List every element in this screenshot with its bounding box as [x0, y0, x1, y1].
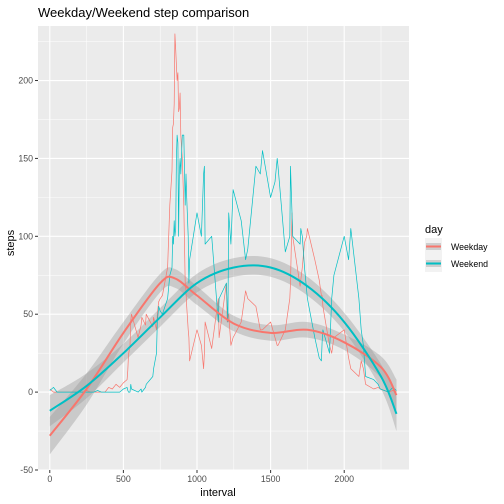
x-axis-title: interval	[200, 487, 235, 499]
series-line-weekday	[49, 33, 397, 393]
x-tick-label: 1000	[187, 474, 207, 484]
y-axis-title: steps	[5, 229, 17, 256]
x-axis: 0 500 1000 1500 2000	[47, 470, 354, 484]
smooth-line-weekend	[49, 264, 398, 415]
y-tick-label: 100	[18, 231, 33, 241]
smooth-line-weekday	[49, 275, 398, 437]
legend-label-weekday: Weekday	[451, 242, 488, 252]
x-tick-label: 2000	[334, 474, 354, 484]
y-tick-label: 50	[23, 309, 33, 319]
x-tick-label: 500	[116, 474, 131, 484]
y-tick-label: 200	[18, 76, 33, 86]
plot-panel	[38, 26, 409, 470]
legend-title: day	[425, 224, 443, 236]
series-lines	[49, 33, 397, 393]
grid-minor	[38, 26, 409, 470]
y-axis: -50 0 50 100 150 200	[18, 76, 38, 475]
x-tick-label: 1500	[261, 474, 281, 484]
smooth-lines	[49, 264, 398, 437]
y-tick-label: -50	[20, 465, 33, 475]
legend-label-weekend: Weekend	[451, 259, 488, 269]
x-tick-label: 0	[47, 474, 52, 484]
y-tick-label: 0	[28, 387, 33, 397]
series-line-weekend	[49, 134, 397, 393]
legend: Weekday Weekend	[425, 238, 488, 272]
y-tick-label: 150	[18, 153, 33, 163]
chart-title: Weekday/Weekend step comparison	[38, 5, 249, 20]
